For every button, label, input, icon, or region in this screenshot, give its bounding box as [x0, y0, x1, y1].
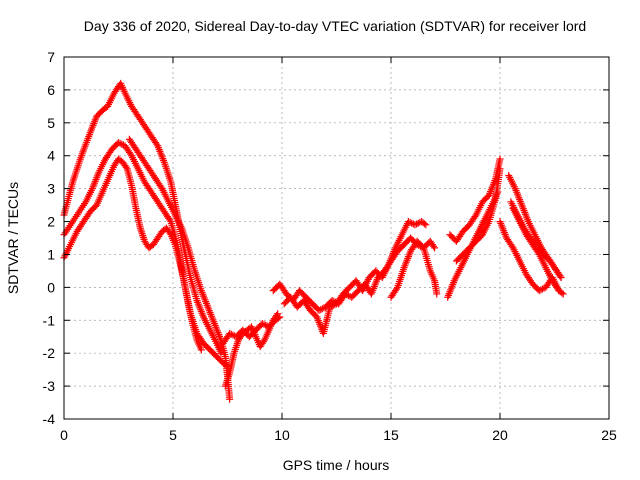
data-point — [411, 221, 419, 229]
data-point-fill — [166, 216, 174, 224]
y-tick-label: 6 — [47, 82, 55, 98]
y-tick-label: 4 — [47, 148, 55, 164]
x-tick-label: 15 — [383, 427, 399, 443]
data-point — [496, 165, 504, 173]
data-point-fill — [126, 150, 134, 158]
y-axis-title: SDTVAR / TECUs — [5, 182, 21, 294]
data-point — [226, 329, 234, 337]
y-tick-label: 0 — [47, 279, 55, 295]
data-point-fill — [408, 219, 416, 227]
x-axis-title: GPS time / hours — [283, 457, 390, 473]
data-point — [422, 221, 430, 229]
data-point-fill — [420, 220, 428, 228]
data-point-fill — [430, 242, 438, 250]
data-point — [276, 313, 284, 321]
y-tick-label: 3 — [47, 181, 55, 197]
data-point-fill — [328, 302, 336, 310]
data-point-fill — [317, 306, 325, 314]
grid — [64, 57, 609, 419]
x-tick-label: 20 — [492, 427, 508, 443]
data-point-fill — [534, 249, 542, 257]
data-point-fill — [537, 286, 545, 294]
y-tick-label: 2 — [47, 214, 55, 230]
data-point — [535, 287, 543, 295]
data-point — [404, 218, 412, 226]
y-tick-label: 5 — [47, 115, 55, 131]
data-points — [60, 79, 567, 403]
data-point-fill — [554, 285, 562, 293]
x-tick-label: 5 — [169, 427, 177, 443]
data-point — [115, 139, 122, 147]
data-point — [315, 306, 323, 314]
data-point-fill — [406, 218, 414, 226]
y-tick-label: -1 — [43, 312, 56, 328]
y-tick-label: -2 — [43, 345, 56, 361]
data-point — [258, 320, 266, 328]
data-point — [557, 273, 565, 281]
data-point — [431, 244, 439, 252]
data-point — [559, 290, 567, 298]
data-point-fill — [157, 183, 165, 191]
plot-frame — [63, 56, 610, 420]
data-point-fill — [471, 213, 479, 221]
data-point-fill — [166, 229, 174, 237]
data-point — [496, 155, 504, 163]
data-point-fill — [227, 330, 235, 338]
data-point-fill — [329, 301, 337, 309]
data-point-fill — [318, 305, 326, 313]
data-point — [226, 395, 234, 403]
data-point-fill — [118, 140, 126, 148]
y-tick-label: -3 — [43, 378, 56, 394]
axis-ticks: 0 5 10 15 20 25 -4 -3 -2 -1 0 1 2 3 4 5 6 7 — [43, 49, 617, 443]
data-point-fill — [116, 139, 124, 147]
y-tick-label: 7 — [47, 49, 55, 65]
data-point-fill — [539, 285, 547, 293]
data-point-fill — [508, 242, 516, 250]
x-tick-label: 25 — [601, 427, 617, 443]
x-tick-label: 10 — [274, 427, 290, 443]
data-point-fill — [556, 272, 564, 280]
data-point — [326, 303, 334, 311]
data-point-fill — [122, 163, 130, 171]
data-point-fill — [392, 285, 400, 293]
x-tick-label: 0 — [60, 427, 68, 443]
chart-title: Day 336 of 2020, Sidereal Day-to-day VTE… — [84, 18, 586, 34]
data-point — [555, 287, 563, 295]
y-tick-label: 1 — [47, 246, 55, 262]
data-point-fill — [274, 314, 282, 322]
data-point-fill — [413, 220, 421, 228]
data-point-fill — [260, 320, 268, 328]
data-point — [433, 290, 441, 298]
data-point-fill — [259, 338, 267, 346]
y-tick-label: -4 — [43, 411, 56, 427]
data-point — [197, 346, 205, 354]
